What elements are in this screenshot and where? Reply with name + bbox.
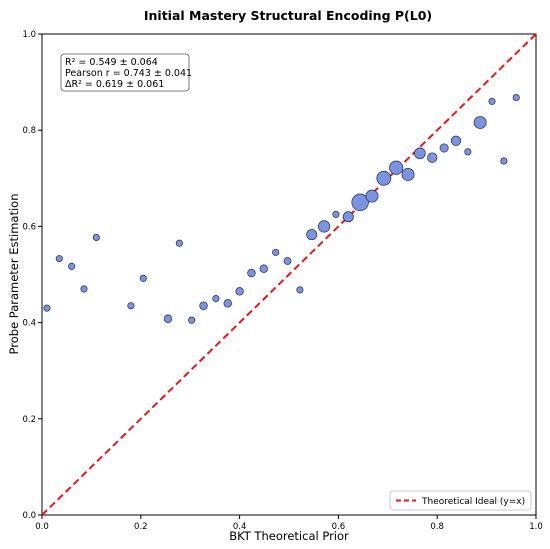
stats-r2: R² = 0.549 ± 0.064 <box>65 57 158 68</box>
x-tick-label: 0.4 <box>233 522 247 532</box>
data-point <box>175 239 183 247</box>
legend-entry-ideal: Theoretical Ideal (y=x) <box>421 497 525 507</box>
data-point <box>401 168 415 181</box>
data-point <box>283 257 292 265</box>
x-tick-label: 0.0 <box>35 522 49 532</box>
data-point <box>317 220 331 233</box>
data-point <box>512 93 520 102</box>
data-point <box>92 233 100 242</box>
data-point <box>55 255 63 263</box>
data-point <box>427 152 438 163</box>
data-point <box>199 301 208 310</box>
x-tick-label: 0.8 <box>430 522 444 532</box>
y-axis-ticks: 0.0 0.2 0.4 0.6 0.8 1.0 <box>22 30 42 521</box>
data-point <box>235 287 244 296</box>
y-tick-label: 1.0 <box>22 30 36 40</box>
data-point <box>464 148 472 156</box>
chart-title: Initial Mastery Structural Encoding P(L0… <box>144 8 432 23</box>
data-points <box>43 93 520 324</box>
stats-delta-r2: ΔR² = 0.619 ± 0.061 <box>65 79 164 90</box>
ideal-line <box>41 33 537 516</box>
stats-box: R² = 0.549 ± 0.064 Pearson r = 0.743 ± 0… <box>60 53 192 92</box>
data-point <box>450 135 462 146</box>
data-point <box>306 229 318 241</box>
data-point <box>80 285 88 293</box>
data-point <box>259 264 268 273</box>
data-point <box>500 157 508 165</box>
y-tick-label: 0.0 <box>22 511 36 521</box>
stats-box-frame <box>60 53 190 92</box>
data-point <box>139 274 147 282</box>
y-tick-label: 0.2 <box>22 415 36 425</box>
data-point <box>332 210 340 218</box>
data-point <box>188 316 196 324</box>
data-point <box>127 302 135 310</box>
data-point <box>389 160 404 175</box>
data-point <box>163 314 173 323</box>
stats-pearson: Pearson r = 0.743 ± 0.041 <box>65 68 192 79</box>
data-point <box>376 170 392 186</box>
data-point <box>414 147 426 160</box>
y-tick-label: 0.4 <box>22 319 36 329</box>
x-axis-label: BKT Theoretical Prior <box>229 529 349 543</box>
x-tick-label: 0.2 <box>134 522 148 532</box>
data-point <box>473 116 487 129</box>
plot-area <box>41 33 537 516</box>
data-point <box>272 248 280 256</box>
data-point <box>488 97 496 105</box>
legend-frame <box>389 490 532 511</box>
data-point <box>43 304 51 312</box>
data-point <box>212 294 220 303</box>
data-point <box>223 299 232 308</box>
x-axis-ticks: 0.0 0.2 0.4 0.6 0.8 1.0 <box>35 515 543 532</box>
data-point <box>365 189 379 203</box>
legend: Theoretical Ideal (y=x) <box>389 490 532 511</box>
data-point <box>247 268 256 278</box>
y-axis-label: Probe Parameter Estimation <box>7 194 21 355</box>
x-tick-label: 0.6 <box>332 522 346 532</box>
data-point <box>439 143 449 153</box>
y-tick-label: 0.8 <box>22 126 36 136</box>
data-point <box>342 211 354 223</box>
data-point <box>68 262 76 270</box>
y-tick-label: 0.6 <box>22 222 36 232</box>
data-point <box>351 193 369 212</box>
data-point <box>296 286 304 294</box>
x-tick-label: 1.0 <box>529 522 543 532</box>
